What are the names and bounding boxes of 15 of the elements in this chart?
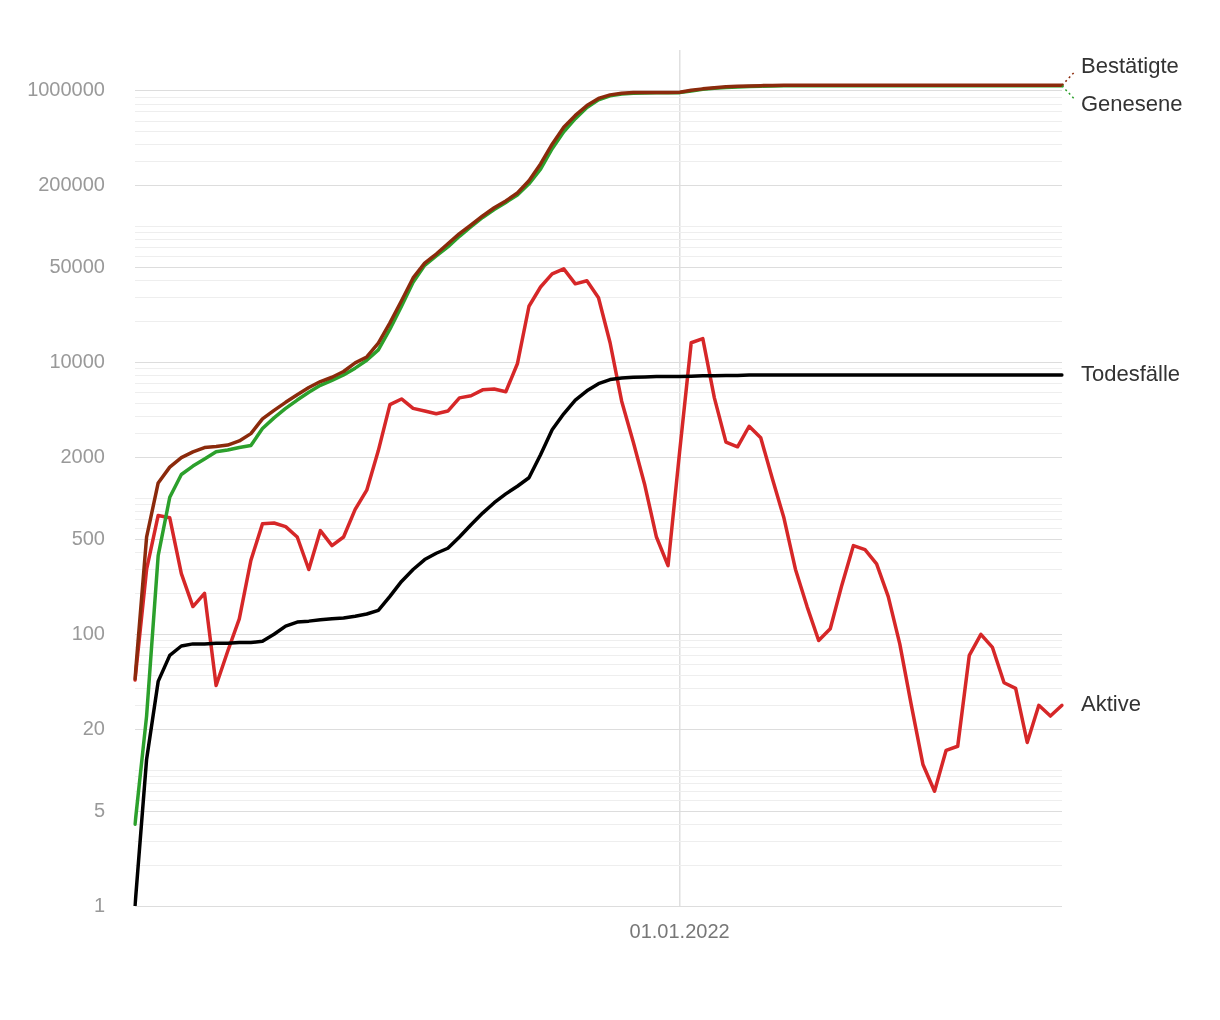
- series-label: Aktive: [1081, 691, 1141, 717]
- y-tick-label: 1000000: [27, 78, 105, 101]
- series-label: Todesfälle: [1081, 361, 1181, 387]
- y-tick-label: 20: [82, 716, 105, 739]
- legend-label: Genesene: [1081, 90, 1183, 116]
- y-tick-label: 5: [93, 798, 105, 821]
- y-tick-label: 10000: [49, 350, 105, 373]
- y-tick-label: 50000: [49, 255, 105, 278]
- y-tick-label: 100: [71, 621, 105, 644]
- y-tick-label: 500: [71, 526, 105, 549]
- y-tick-label: 2000: [60, 445, 105, 468]
- y-tick-label: 200000: [38, 173, 105, 196]
- x-tick-label: 01.01.2022: [629, 919, 730, 942]
- legend-label: Bestätigte: [1081, 52, 1179, 78]
- y-tick-label: 1: [93, 893, 105, 916]
